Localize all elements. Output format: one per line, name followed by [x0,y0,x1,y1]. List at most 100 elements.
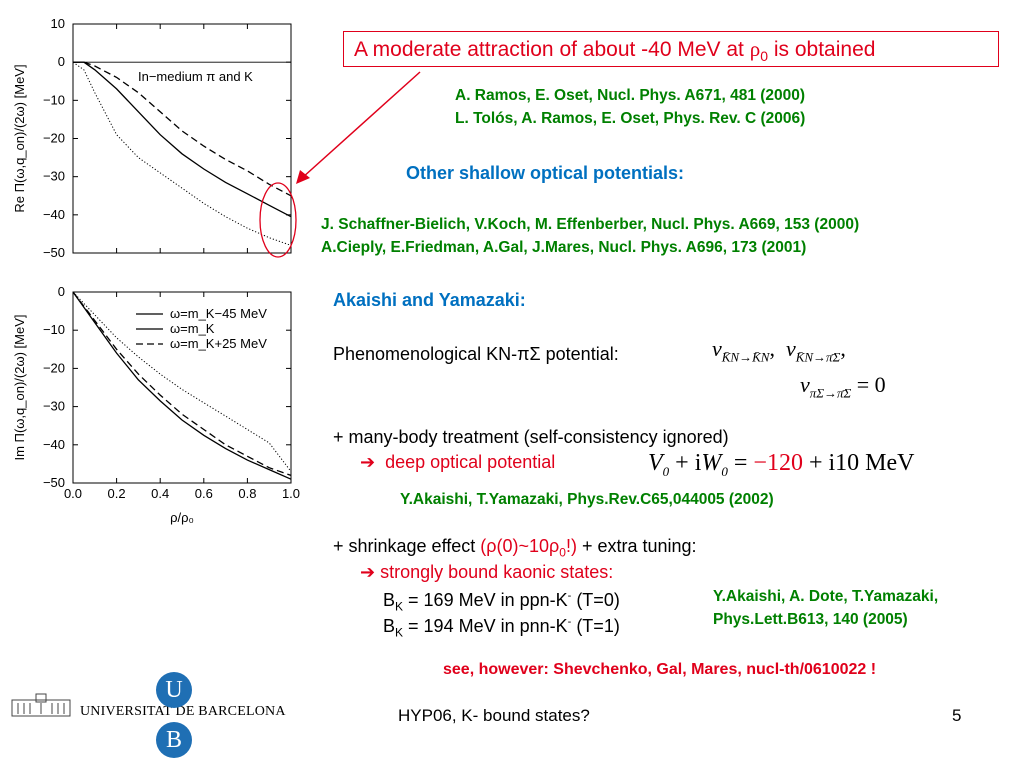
v-sub-3: πΣ→π̄Σ [809,385,852,401]
y-tick-label: −30 [43,399,65,414]
shrink-before: + shrinkage effect [333,536,481,556]
phenom-label: Phenomenological KN-πΣ potential: [333,344,619,364]
strongly-bound-text: strongly bound kaonic states: [380,562,614,582]
ref-2005-line-2: Phys.Lett.B613, 140 (2005) [713,611,908,628]
many-body-line: + many-body treatment (self-consistency … [333,427,729,447]
other-potentials-heading: Other shallow optical potentials: [406,163,685,183]
y-tick-label: −40 [43,207,65,222]
eq-w: W [701,450,722,476]
y-tick-label: 0 [58,54,65,69]
refs-main: A. Ramos, E. Oset, Nucl. Phys. A671, 481… [455,84,805,130]
callout-text-after: is obtained [768,38,876,61]
eq-v-sub: 0 [662,463,670,479]
highlight-arrow-line [301,71,421,179]
phenom-zero-eq: vπΣ→π̄Σ = 0 [800,372,886,401]
bk2-b: B [383,616,396,636]
bk2-tail: (T=1) [571,616,620,636]
y-tick-label: −50 [43,475,65,490]
eq-w-sub: 0 [721,463,728,479]
series-line-dashed [73,61,292,197]
ref-2005-line-1: Y.Akaishi, A. Dote, T.Yamazaki, [713,588,939,605]
bk2-rest: = 194 MeV in pnn-K [403,616,568,636]
y-tick-label: 0 [58,284,65,299]
v-symbol-3: v [800,372,810,397]
x-tick-label: 0.8 [238,486,256,501]
y-axis-label: Re Π(ω,q_on)/(2ω) [MeV] [12,64,27,212]
bk1-rest: = 169 MeV in ppn-K [403,590,568,610]
ref-schaffner-bielich: J. Schaffner-Bielich, V.Koch, M. Effenbe… [321,216,860,233]
bk-line-1: BK = 169 MeV in ppn-K- (T=0) [383,590,620,614]
strongly-bound-line: ➔ strongly bound kaonic states: [360,562,613,583]
x-tick-label: 1.0 [282,486,300,501]
ub-logo-u: U [156,672,192,708]
y-tick-label: −40 [43,437,65,452]
callout-rho-sub: 0 [760,48,769,65]
deep-potential-eq: V0 + iW0 = −120 + i10 MeV [648,450,915,480]
eq-v: V [648,450,663,476]
see-however-note: see, however: Shevchenko, Gal, Mares, nu… [443,661,877,678]
deep-optical-text: deep optical potential [385,452,556,472]
highlight-overlay [259,71,421,258]
v-symbol-2: v [785,336,796,361]
v-sub-1: K̄N→K̄N [721,349,770,365]
bk2-sup: - [567,616,572,628]
bk1-tail: (T=0) [571,590,620,610]
y-tick-label: −10 [43,92,65,107]
eq-zero: = 0 [856,372,886,397]
eq-rest: + i10 MeV [808,450,915,476]
ref-tolos-ramos-oset: L. Tolós, A. Ramos, E. Oset, Phys. Rev. … [455,110,806,127]
panel-legend-text: In−medium π and K [138,69,253,84]
arrow-right-icon: ➔ [360,562,376,582]
highlight-ellipse [259,182,297,258]
university-name: UNIVERSITAT DE BARCELONA [80,704,286,719]
x-tick-label: 0.2 [108,486,126,501]
v-sub-2: K̄N→π̄Σ [795,349,841,365]
series-line-solid [73,61,292,218]
callout-text-before: A moderate attraction of about -40 MeV a… [354,38,750,61]
x-tick-label: 0.6 [195,486,213,501]
callout-box: A moderate attraction of about -40 MeV a… [343,31,999,67]
highlight-arrowhead [296,170,310,184]
v-symbol-1: v [712,336,722,361]
bk1-sup: - [567,590,572,602]
y-tick-label: −20 [43,131,65,146]
callout-rho: ρ [749,37,761,61]
deep-optical-line: ➔ deep optical potential [360,452,555,473]
shrinkage-line: + shrinkage effect (ρ(0)~10ρ0!) + extra … [333,536,697,560]
ref-cieply: A.Cieply, E.Friedman, A.Gal, J.Mares, Nu… [321,239,807,256]
y-tick-label: −30 [43,169,65,184]
ub-logo-b: B [156,722,192,758]
bk1-b: B [383,590,396,610]
bk1-sub: K [395,599,404,614]
eq-value: −120 [753,450,803,476]
shrink-sub: 0 [559,545,566,560]
plot-panel-bottom: 0 −10 −20 −30 −40 −50 Im Π(ω,q_on)/(2ω) [MeV] 0… [12,284,300,525]
x-axis-label: ρ/ρ₀ [170,510,194,525]
ub-logo: U B [156,672,194,764]
arrow-right-icon: ➔ [360,452,376,472]
bk2-sub: K [395,625,404,640]
shrink-after: + extra tuning: [576,536,697,556]
page-number: 5 [952,706,962,725]
x-tick-label: 0.0 [64,486,82,501]
plot-frame [72,291,292,484]
refs-other: J. Schaffner-Bielich, V.Koch, M. Effenbe… [321,213,859,259]
legend-label: ω=m_K [170,321,215,336]
akaishi-heading: Akaishi and Yamazaki: [333,290,526,310]
phenom-potentials: vK̄N→K̄N, vK̄N→π̄Σ, [712,336,846,365]
university-building-icon [11,693,71,717]
ref-akaishi-2002: Y.Akaishi, T.Yamazaki, Phys.Rev.C65,0440… [400,491,774,508]
ref-akaishi-2005: Y.Akaishi, A. Dote, T.Yamazaki, Phys.Let… [713,585,938,631]
series-line-dotted [72,61,292,246]
series-line-dashed [72,291,292,477]
bk-line-2: BK = 194 MeV in pnn-K- (T=1) [383,616,620,640]
y-axis-label: Im Π(ω,q_on)/(2ω) [MeV] [12,315,27,461]
footer-title: HYP06, K- bound states? [398,706,590,725]
y-tick-label: −50 [43,245,65,260]
y-tick-label: −20 [43,360,65,375]
shrink-paren: (ρ(0)~10ρ [480,536,560,556]
series-line-solid [72,291,292,480]
y-tick-label: −10 [43,322,65,337]
plot-panel-top: 10 0 −10 −20 −30 −40 −50 In−medium π and K Re Π(… [12,16,292,260]
eq-plus-i: + i [675,450,702,476]
